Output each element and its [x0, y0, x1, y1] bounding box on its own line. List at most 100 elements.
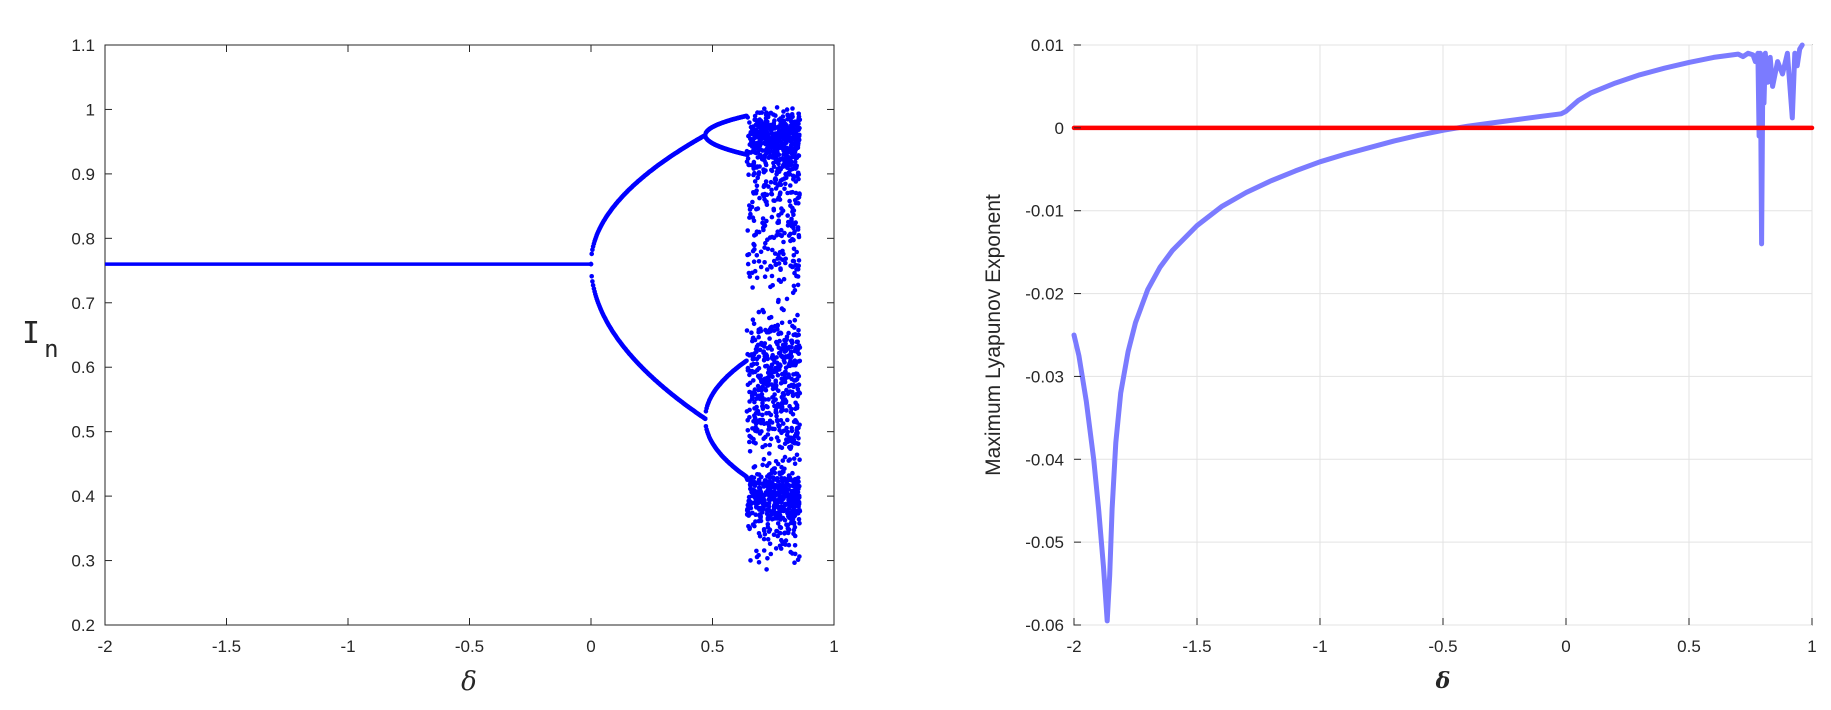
bifurcation-point: [762, 498, 767, 504]
bifurcation-point: [788, 263, 793, 269]
bifurcation-point: [794, 383, 800, 388]
lyapunov-chart: -2 -1.5 -1 -0.5 0 0.5 1 -0.06-0.05-0.04-0.03-0…: [982, 36, 1817, 694]
bifurcation-point: [756, 124, 761, 130]
bifurcation-point: [756, 518, 762, 524]
bifurcation-point: [795, 274, 801, 279]
bifurcation-point: [758, 328, 764, 334]
chart2-y-ticks: -0.06 -0.05 -0.04 -0.03 -0.02 -0.01 0 0.01: [1025, 36, 1081, 635]
bifurcation-point: [783, 369, 788, 375]
bifurcation-point: [795, 145, 801, 151]
bifurcation-point: [790, 106, 795, 111]
bifurcation-point: [768, 179, 774, 185]
bifurcation-point: [745, 512, 750, 517]
bifurcation-point: [768, 325, 774, 330]
bifurcation-point: [775, 139, 781, 144]
bifurcation-point: [762, 354, 768, 359]
chart1-x-tick-label: -1.5: [212, 637, 241, 656]
chart2-y-tick-label: -0.01: [1025, 202, 1064, 221]
bifurcation-point: [787, 457, 793, 462]
bifurcation-point: [768, 436, 774, 442]
bifurcation-point: [769, 480, 775, 486]
bifurcation-point: [767, 475, 773, 481]
bifurcation-point: [794, 405, 800, 410]
bifurcation-point: [776, 261, 782, 266]
bifurcation-point: [747, 215, 752, 220]
chart1-y-tick-label: 0.9: [71, 165, 95, 184]
bifurcation-point: [767, 418, 773, 424]
bifurcation-point: [794, 249, 799, 255]
bifurcation-point: [785, 429, 790, 435]
bifurcation-point: [784, 296, 790, 302]
bifurcation-point: [769, 214, 775, 220]
bifurcation-point: [747, 274, 753, 279]
bifurcation-point: [762, 397, 768, 402]
chart2-x-ticks: -2 -1.5 -1 -0.5 0 0.5 1: [1066, 618, 1817, 656]
bifurcation-point: [778, 546, 784, 551]
bifurcation-point: [760, 377, 766, 383]
bifurcation-point: [769, 191, 774, 196]
bifurcation-point: [790, 412, 796, 417]
bifurcation-point: [765, 246, 771, 252]
bifurcation-point: [796, 176, 801, 182]
bifurcation-point: [792, 560, 797, 565]
bifurcation-point: [797, 457, 802, 463]
bifurcation-point: [751, 148, 756, 153]
bifurcation-point: [782, 360, 787, 365]
bifurcation-point: [791, 456, 797, 461]
bifurcation-point: [765, 237, 770, 242]
bifurcation-point: [748, 131, 754, 136]
bifurcation-point: [768, 370, 774, 376]
bifurcation-point: [752, 268, 758, 274]
bifurcation-point: [747, 399, 752, 404]
bifurcation-point: [752, 117, 757, 122]
bifurcation-point: [794, 163, 799, 169]
bifurcation-point: [759, 506, 764, 512]
bifurcation-point: [779, 401, 785, 406]
bifurcation-point: [783, 181, 788, 187]
bifurcation-point: [770, 354, 775, 360]
bifurcation-point: [794, 339, 799, 345]
bifurcation-point: [772, 118, 777, 123]
bifurcation-point: [747, 525, 752, 531]
bifurcation-point: [774, 501, 779, 506]
bifurcation-point: [783, 345, 789, 350]
bifurcation-point: [750, 336, 756, 342]
bifurcation-point: [752, 387, 758, 392]
bifurcation-point: [771, 399, 776, 405]
bifurcation-point: [786, 172, 792, 177]
bifurcation-point: [779, 484, 785, 490]
bifurcation-point: [773, 546, 779, 551]
bifurcation-point: [792, 222, 798, 227]
bifurcation-point: [754, 253, 760, 258]
bifurcation-point: [762, 221, 767, 227]
bifurcation-point: [750, 522, 756, 527]
bifurcation-point: [745, 477, 750, 483]
bifurcation-point: [773, 365, 778, 371]
bifurcation-point: [772, 470, 778, 476]
chart1-x-tick-label: -2: [97, 637, 112, 656]
bifurcation-point: [749, 137, 755, 142]
chart2-x-tick-label: -1: [1312, 637, 1327, 656]
bifurcation-point: [781, 109, 786, 114]
bifurcation-point: [772, 488, 777, 494]
bifurcation-point: [760, 216, 766, 221]
bifurcation-point: [772, 369, 778, 374]
bifurcation-point: [750, 285, 755, 290]
bifurcation-point: [773, 113, 778, 118]
bifurcation-point: [758, 492, 764, 498]
bifurcation-point: [780, 354, 785, 360]
bifurcation-point: [789, 491, 794, 496]
bifurcation-point: [760, 225, 766, 231]
bifurcation-point: [762, 191, 768, 197]
bifurcation-point: [776, 277, 782, 283]
bifurcation-point: [778, 496, 784, 502]
bifurcation-point: [782, 454, 788, 460]
bifurcation-point: [791, 419, 797, 425]
bifurcation-point: [785, 417, 790, 423]
bifurcation-point: [751, 378, 756, 383]
bifurcation-point: [772, 125, 777, 130]
bifurcation-point: [792, 358, 798, 364]
bifurcation-point: [766, 184, 771, 189]
bifurcation-point: [792, 198, 798, 203]
